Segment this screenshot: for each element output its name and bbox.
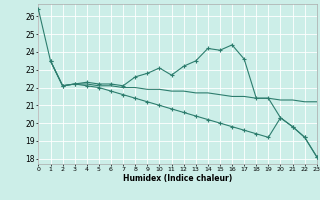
X-axis label: Humidex (Indice chaleur): Humidex (Indice chaleur): [123, 174, 232, 183]
